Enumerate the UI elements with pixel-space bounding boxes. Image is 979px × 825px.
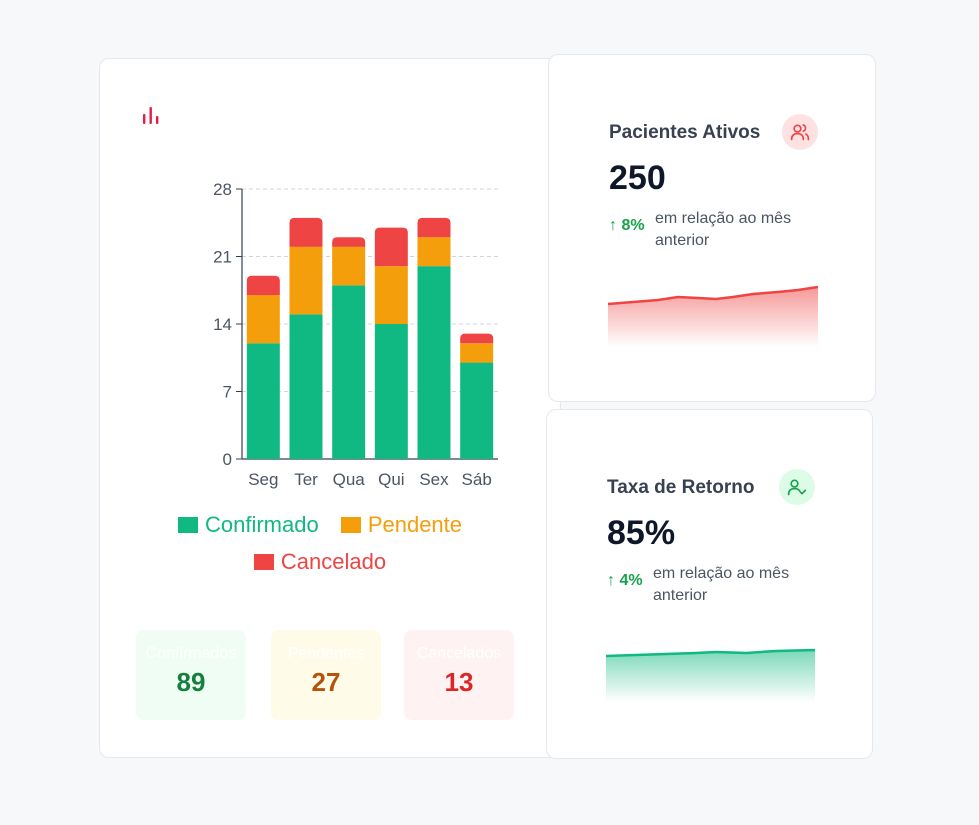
return-rate-value: 85% xyxy=(607,514,676,552)
bar-canceled xyxy=(246,275,280,296)
x-tick-label: Sáb xyxy=(462,470,492,489)
legend-item-confirmed[interactable]: Confirmado xyxy=(177,507,319,543)
bar-pending xyxy=(289,246,323,315)
legend-label-canceled: Cancelado xyxy=(280,549,387,574)
return-rate-change: ↑ 4% em relação ao mês anterior xyxy=(607,563,813,607)
bar-chart-icon xyxy=(143,107,159,124)
user-check-icon xyxy=(779,469,815,505)
summary-confirmed-value: 89 xyxy=(176,667,206,697)
bar-confirmed xyxy=(246,343,280,459)
bar-canceled xyxy=(289,217,323,247)
return-rate-change-pct: ↑ 4% xyxy=(607,572,643,589)
bar-confirmed xyxy=(374,324,408,459)
summary-confirmed-label: Confirmados xyxy=(145,645,237,662)
x-tick-label: Qua xyxy=(333,470,366,489)
return-rate-change-text: em relação ao mês anterior xyxy=(653,565,790,604)
summary-canceled: Cancelados 13 xyxy=(404,630,514,720)
active-patients-change-pct: ↑ 8% xyxy=(609,217,645,234)
return-rate-title: Taxa de Retorno xyxy=(607,477,755,498)
bar-canceled xyxy=(332,237,366,247)
bar-confirmed xyxy=(332,285,366,459)
return-rate-card: Taxa de Retorno 85% ↑ 4% em relação ao m… xyxy=(546,409,873,759)
bar-canceled xyxy=(374,227,408,267)
x-tick-label: Qui xyxy=(378,470,404,489)
bar-canceled xyxy=(417,217,451,238)
summary-pending-value: 27 xyxy=(311,667,341,697)
bar-pending xyxy=(246,295,280,344)
bar-confirmed xyxy=(460,362,494,459)
legend-item-pending[interactable]: Pendente xyxy=(340,507,463,543)
active-patients-value: 250 xyxy=(609,159,666,197)
active-patients-card: Pacientes Ativos 250 ↑ 8% em relação ao … xyxy=(548,54,876,402)
summary-confirmed: Confirmados 89 xyxy=(136,630,246,720)
summary-pending: Pendentes 27 xyxy=(271,630,381,720)
active-patients-title: Pacientes Ativos xyxy=(609,122,761,143)
active-patients-change-text: em relação ao mês anterior xyxy=(655,210,792,249)
legend-swatch-confirmed xyxy=(177,517,198,533)
bar-pending xyxy=(417,237,451,267)
summary-canceled-value: 13 xyxy=(444,667,474,697)
summary-canceled-label: Cancelados xyxy=(416,645,502,662)
stacked-bar-chart: 0 7 14 21 28 Seg Ter Qua Qui Sex Sáb xyxy=(213,180,498,489)
legend-label-pending: Pendente xyxy=(367,512,463,537)
x-tick-label: Seg xyxy=(248,470,278,489)
users-icon xyxy=(782,114,818,150)
y-tick-label: 7 xyxy=(223,383,232,402)
appointments-chart-card: 0 7 14 21 28 Seg Ter Qua Qui Sex Sáb Confirmado Pe… xyxy=(99,58,561,758)
y-tick-label: 14 xyxy=(213,315,232,334)
bar-pending xyxy=(332,246,366,286)
legend-label-confirmed: Confirmado xyxy=(204,512,319,537)
bar-pending xyxy=(374,266,408,324)
active-patients-change: ↑ 8% em relação ao mês anterior xyxy=(609,208,815,252)
legend-item-canceled[interactable]: Cancelado xyxy=(253,544,387,580)
legend-swatch-canceled xyxy=(253,554,274,570)
return-rate-sparkline xyxy=(606,648,815,702)
summary-pending-label: Pendentes xyxy=(287,645,365,662)
legend-swatch-pending xyxy=(340,517,361,533)
x-tick-label: Sex xyxy=(419,470,449,489)
active-patients-sparkline xyxy=(608,285,818,347)
bar-confirmed xyxy=(289,314,323,459)
bar-canceled xyxy=(460,333,494,344)
x-tick-label: Ter xyxy=(294,470,318,489)
y-tick-label: 28 xyxy=(213,180,232,199)
y-tick-label: 0 xyxy=(223,450,232,469)
bar-confirmed xyxy=(417,266,451,459)
bar-pending xyxy=(460,343,494,363)
y-tick-label: 21 xyxy=(213,248,232,267)
chart-legend: Confirmado Pendente Cancelado xyxy=(140,507,500,581)
